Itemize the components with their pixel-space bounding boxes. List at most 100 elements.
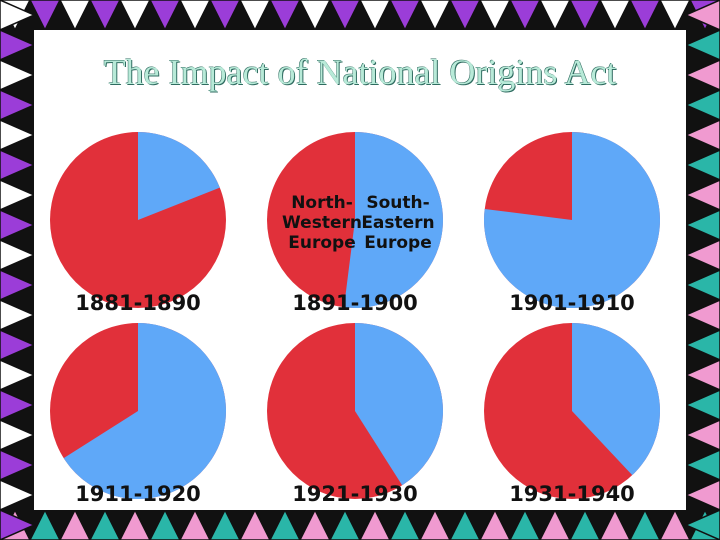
series-label: North- <box>291 193 353 213</box>
border-triangle <box>389 508 421 540</box>
border-triangle <box>59 0 91 32</box>
border-triangle <box>479 508 511 540</box>
border-triangle <box>684 389 720 421</box>
border-triangle <box>209 0 241 32</box>
series-label: South- <box>366 193 429 213</box>
border-triangle <box>684 419 720 451</box>
pie-1881-1890: 1881-1890 <box>50 132 226 315</box>
slide: The Impact of National Origins Act 1881-… <box>34 30 686 510</box>
border-triangle <box>359 508 391 540</box>
border-triangle <box>684 269 720 301</box>
border-triangle <box>29 0 61 32</box>
year-label: 1901-1910 <box>509 291 635 315</box>
pie-1911-1920: 1911-1920 <box>50 323 226 506</box>
border-triangle <box>539 0 571 32</box>
border-triangle <box>684 509 720 540</box>
year-label: 1921-1930 <box>292 482 418 506</box>
border-triangle <box>684 359 720 391</box>
border-triangle <box>149 0 181 32</box>
border-triangle <box>0 299 36 331</box>
border-triangle <box>659 0 691 32</box>
border-triangle <box>239 0 271 32</box>
border-triangle <box>659 508 691 540</box>
slice-south-eastern <box>355 323 444 486</box>
border-triangle <box>684 179 720 211</box>
year-label: 1931-1940 <box>509 482 635 506</box>
series-label: Eastern <box>361 213 434 233</box>
border-triangle <box>29 508 61 540</box>
border-triangle <box>449 508 481 540</box>
border-triangle <box>684 149 720 181</box>
border-triangle <box>239 508 271 540</box>
border-triangle <box>0 0 36 31</box>
border-triangle <box>0 449 36 481</box>
border-triangle <box>149 508 181 540</box>
slide-title: The Impact of National Origins Act <box>103 52 617 92</box>
slice-south-eastern <box>572 323 661 476</box>
border-triangle <box>179 0 211 32</box>
border-triangle <box>684 29 720 61</box>
border-triangle <box>269 508 301 540</box>
series-label: Europe <box>288 233 355 253</box>
border-triangle <box>684 89 720 121</box>
slice-south-eastern <box>63 323 226 499</box>
border-triangle <box>0 389 36 421</box>
border-triangle <box>179 508 211 540</box>
border-triangle <box>0 89 36 121</box>
border-triangle <box>299 0 331 32</box>
border-triangle <box>0 269 36 301</box>
border-triangle <box>419 508 451 540</box>
border-triangle <box>509 508 541 540</box>
border-triangle <box>0 419 36 451</box>
border-triangle <box>539 508 571 540</box>
border-triangle <box>449 0 481 32</box>
border-triangle <box>0 59 36 91</box>
border-triangle <box>569 0 601 32</box>
border-triangle <box>684 59 720 91</box>
border-triangle <box>119 0 151 32</box>
border-triangle <box>329 508 361 540</box>
border-triangle <box>359 0 391 32</box>
border-triangle <box>599 508 631 540</box>
border-triangle <box>0 209 36 241</box>
series-label: Europe <box>364 233 431 253</box>
border-triangle <box>269 0 301 32</box>
border-triangle <box>0 29 36 61</box>
border-triangle <box>329 0 361 32</box>
border-triangle <box>629 508 661 540</box>
border-triangle <box>0 119 36 151</box>
border-triangle <box>0 149 36 181</box>
border-triangle <box>569 508 601 540</box>
border-triangle <box>0 359 36 391</box>
border-triangle <box>684 299 720 331</box>
slice-south-eastern <box>343 132 443 308</box>
border-triangle <box>599 0 631 32</box>
border-triangle <box>509 0 541 32</box>
slice-south-eastern <box>484 132 661 308</box>
border-triangle <box>479 0 511 32</box>
pie-1901-1910: 1901-1910 <box>484 132 661 315</box>
border-triangle <box>629 0 661 32</box>
border-triangle <box>0 179 36 211</box>
border-triangle <box>389 0 421 32</box>
pie-1931-1940: 1931-1940 <box>484 323 661 506</box>
border-triangle <box>0 239 36 271</box>
border-triangle <box>0 509 36 540</box>
border-triangle <box>59 508 91 540</box>
border-triangle <box>0 479 36 511</box>
border-triangle <box>209 508 241 540</box>
pie-charts: 1881-1890 1891-1900 1901-1910 1911-1920 1921… <box>50 132 661 506</box>
year-label: 1911-1920 <box>75 482 201 506</box>
pie-1891-1900: 1891-1900 <box>267 132 443 315</box>
border-triangle <box>684 449 720 481</box>
border-triangle <box>299 508 331 540</box>
border-triangle <box>684 0 720 31</box>
year-label: 1881-1890 <box>75 291 201 315</box>
border-triangle <box>419 0 451 32</box>
year-label: 1891-1900 <box>292 291 418 315</box>
slice-south-eastern <box>138 132 220 220</box>
border-triangle <box>684 119 720 151</box>
border-triangle <box>684 209 720 241</box>
border-triangle <box>89 0 121 32</box>
border-triangle <box>684 479 720 511</box>
